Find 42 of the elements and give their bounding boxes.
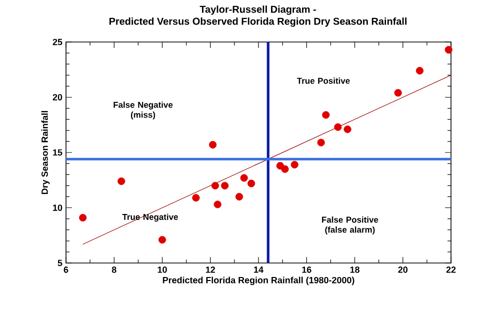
point: [444, 46, 452, 54]
point: [290, 160, 298, 168]
x-tick-label: 6: [64, 266, 68, 273]
x-tick-label: 10: [158, 266, 167, 273]
x-tick-label: 18: [350, 266, 360, 273]
annotation: False Positive (false alarm): [322, 216, 378, 234]
annotation: True Positive: [296, 78, 350, 84]
y-tick-label: 5: [58, 260, 62, 266]
point: [221, 182, 229, 190]
point: [118, 177, 126, 186]
point: [317, 138, 325, 146]
point: [211, 182, 219, 190]
point: [79, 214, 87, 222]
point: [281, 165, 289, 173]
point: [158, 236, 166, 244]
y-tick-label: 10: [53, 204, 62, 211]
point: [240, 174, 248, 182]
x-axis-title: Predicted Florida Region Rainfall (1980-2000): [162, 276, 354, 286]
chart-subtitle: Predicted Versus Observed Florida Region Dry Season Rainfall: [109, 17, 406, 27]
point: [192, 194, 200, 202]
point: [235, 192, 244, 200]
x-tick-label: 8: [112, 266, 116, 273]
y-tick-label: 20: [52, 94, 62, 100]
point: [248, 180, 256, 188]
x-tick-label: 20: [398, 266, 408, 273]
point: [214, 200, 222, 208]
x-tick-label: 16: [302, 266, 312, 273]
chart-title: Taylor-Russell Diagram -: [200, 6, 316, 15]
point: [344, 126, 352, 134]
point: [322, 111, 330, 119]
x-tick-label: 14: [254, 266, 264, 273]
annotation: True Negative: [122, 214, 178, 222]
point: [416, 66, 424, 75]
y-tick-label: 15: [53, 149, 62, 156]
y-tick-label: 25: [52, 38, 62, 46]
point: [334, 123, 342, 131]
x-tick-label: 12: [206, 266, 215, 273]
point: [394, 89, 402, 97]
y-axis-title: Dry Season Rainfall: [41, 111, 50, 194]
point: [208, 140, 217, 149]
annotation: False Negative (miss): [114, 102, 173, 120]
x-tick-label: 22: [446, 266, 456, 273]
